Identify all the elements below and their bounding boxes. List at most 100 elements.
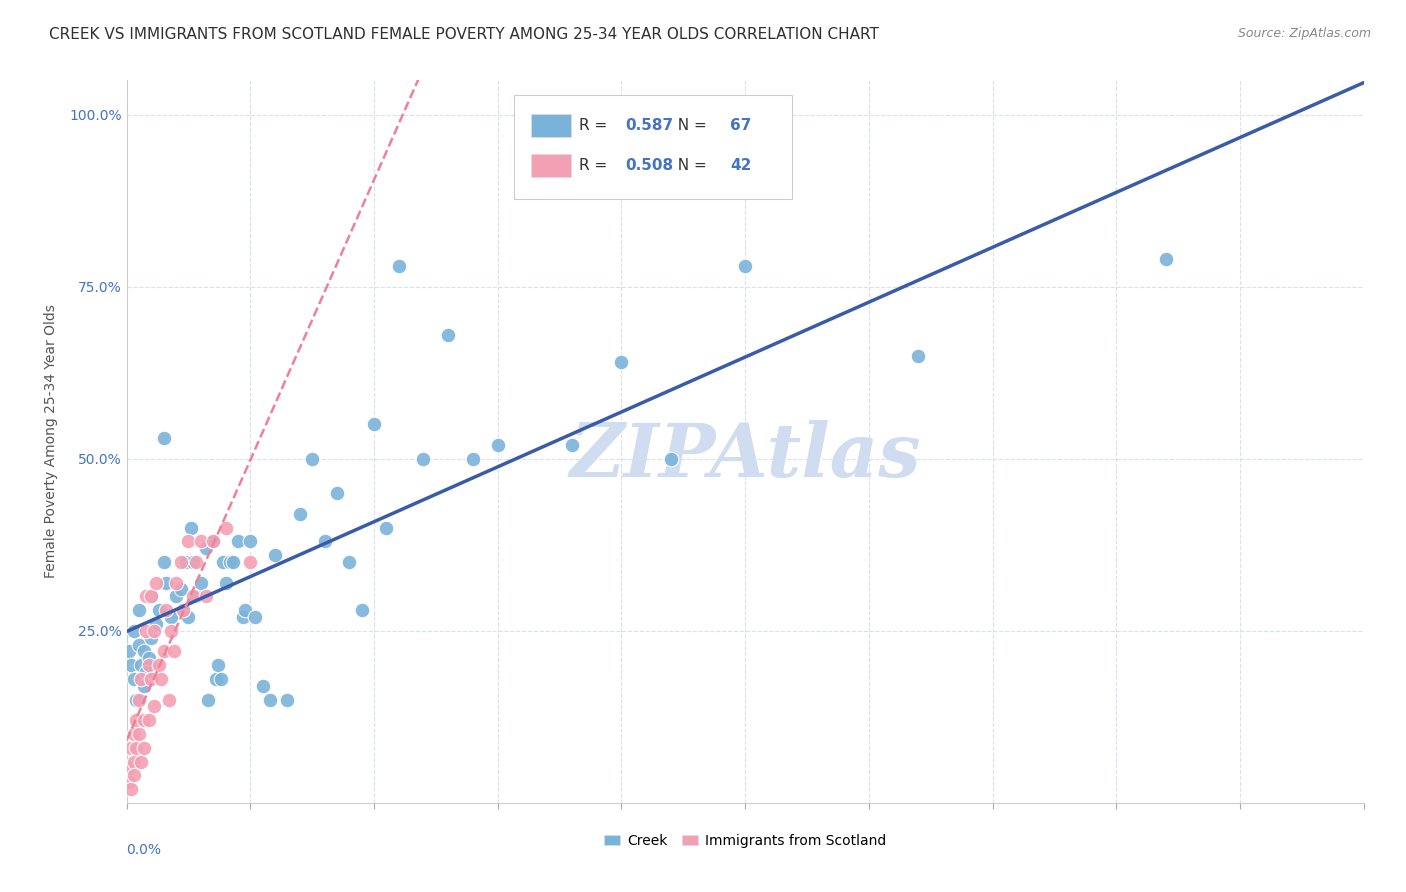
Point	[288, 507, 311, 521]
Point	[141, 590, 163, 604]
Point	[209, 672, 232, 686]
Point	[659, 451, 682, 466]
Point	[152, 431, 174, 445]
Point	[165, 590, 187, 604]
Point	[245, 610, 267, 624]
Point	[734, 259, 756, 273]
Point	[214, 520, 236, 534]
Point	[145, 616, 167, 631]
FancyBboxPatch shape	[513, 95, 792, 200]
Point	[437, 327, 460, 342]
Point	[128, 727, 150, 741]
Point	[118, 761, 141, 775]
Point	[264, 548, 287, 562]
Point	[363, 417, 385, 432]
Point	[561, 438, 583, 452]
Y-axis label: Female Poverty Among 25-34 Year Olds: Female Poverty Among 25-34 Year Olds	[44, 304, 58, 579]
Point	[222, 555, 245, 569]
Point	[135, 590, 157, 604]
Point	[165, 575, 187, 590]
Point	[388, 259, 411, 273]
Text: 0.587: 0.587	[626, 119, 673, 133]
Text: R =: R =	[579, 119, 613, 133]
Point	[375, 520, 398, 534]
Point	[194, 590, 217, 604]
Text: 67: 67	[730, 119, 752, 133]
Point	[131, 658, 153, 673]
Point	[190, 575, 212, 590]
Point	[239, 555, 262, 569]
Point	[132, 679, 155, 693]
Point	[172, 603, 194, 617]
Point	[125, 713, 148, 727]
Point	[239, 534, 262, 549]
Point	[233, 603, 256, 617]
Point	[121, 740, 143, 755]
Point	[170, 582, 193, 597]
Point	[219, 555, 242, 569]
Point	[132, 713, 155, 727]
Point	[314, 534, 336, 549]
Text: Source: ZipAtlas.com: Source: ZipAtlas.com	[1237, 27, 1371, 40]
Point	[122, 727, 145, 741]
Point	[172, 603, 194, 617]
Point	[128, 603, 150, 617]
Point	[121, 782, 143, 797]
Point	[132, 644, 155, 658]
Point	[152, 555, 174, 569]
Point	[259, 692, 281, 706]
Point	[301, 451, 323, 466]
Point	[461, 451, 484, 466]
Text: 0.0%: 0.0%	[127, 843, 162, 856]
Point	[118, 644, 141, 658]
Point	[207, 658, 229, 673]
Point	[145, 575, 167, 590]
Point	[142, 699, 165, 714]
Point	[121, 658, 143, 673]
Point	[610, 355, 633, 369]
Point	[202, 534, 225, 549]
Point	[148, 603, 170, 617]
Point	[131, 755, 153, 769]
Point	[122, 755, 145, 769]
Point	[194, 541, 217, 556]
Point	[183, 555, 205, 569]
Point	[202, 534, 225, 549]
Point	[326, 486, 349, 500]
Legend: Creek, Immigrants from Scotland: Creek, Immigrants from Scotland	[599, 829, 891, 854]
Point	[184, 590, 207, 604]
Point	[122, 768, 145, 782]
Point	[177, 534, 200, 549]
Point	[180, 520, 202, 534]
Point	[412, 451, 434, 466]
Point	[170, 555, 193, 569]
FancyBboxPatch shape	[531, 114, 571, 137]
Text: N =: N =	[668, 119, 711, 133]
Point	[197, 692, 219, 706]
Text: CREEK VS IMMIGRANTS FROM SCOTLAND FEMALE POVERTY AMONG 25-34 YEAR OLDS CORRELATI: CREEK VS IMMIGRANTS FROM SCOTLAND FEMALE…	[49, 27, 879, 42]
Point	[128, 638, 150, 652]
Point	[125, 740, 148, 755]
Point	[155, 603, 177, 617]
Point	[160, 610, 183, 624]
Point	[183, 590, 205, 604]
Point	[135, 624, 157, 638]
Point	[157, 692, 180, 706]
Point	[350, 603, 373, 617]
Point	[162, 644, 184, 658]
Text: N =: N =	[668, 158, 711, 173]
Point	[276, 692, 298, 706]
Point	[131, 672, 153, 686]
Point	[212, 555, 235, 569]
Point	[141, 590, 163, 604]
Point	[122, 672, 145, 686]
Point	[148, 658, 170, 673]
Point	[142, 624, 165, 638]
Point	[132, 740, 155, 755]
Point	[252, 679, 274, 693]
Point	[138, 713, 160, 727]
Point	[160, 624, 183, 638]
Point	[214, 575, 236, 590]
Point	[486, 438, 509, 452]
Point	[204, 672, 226, 686]
